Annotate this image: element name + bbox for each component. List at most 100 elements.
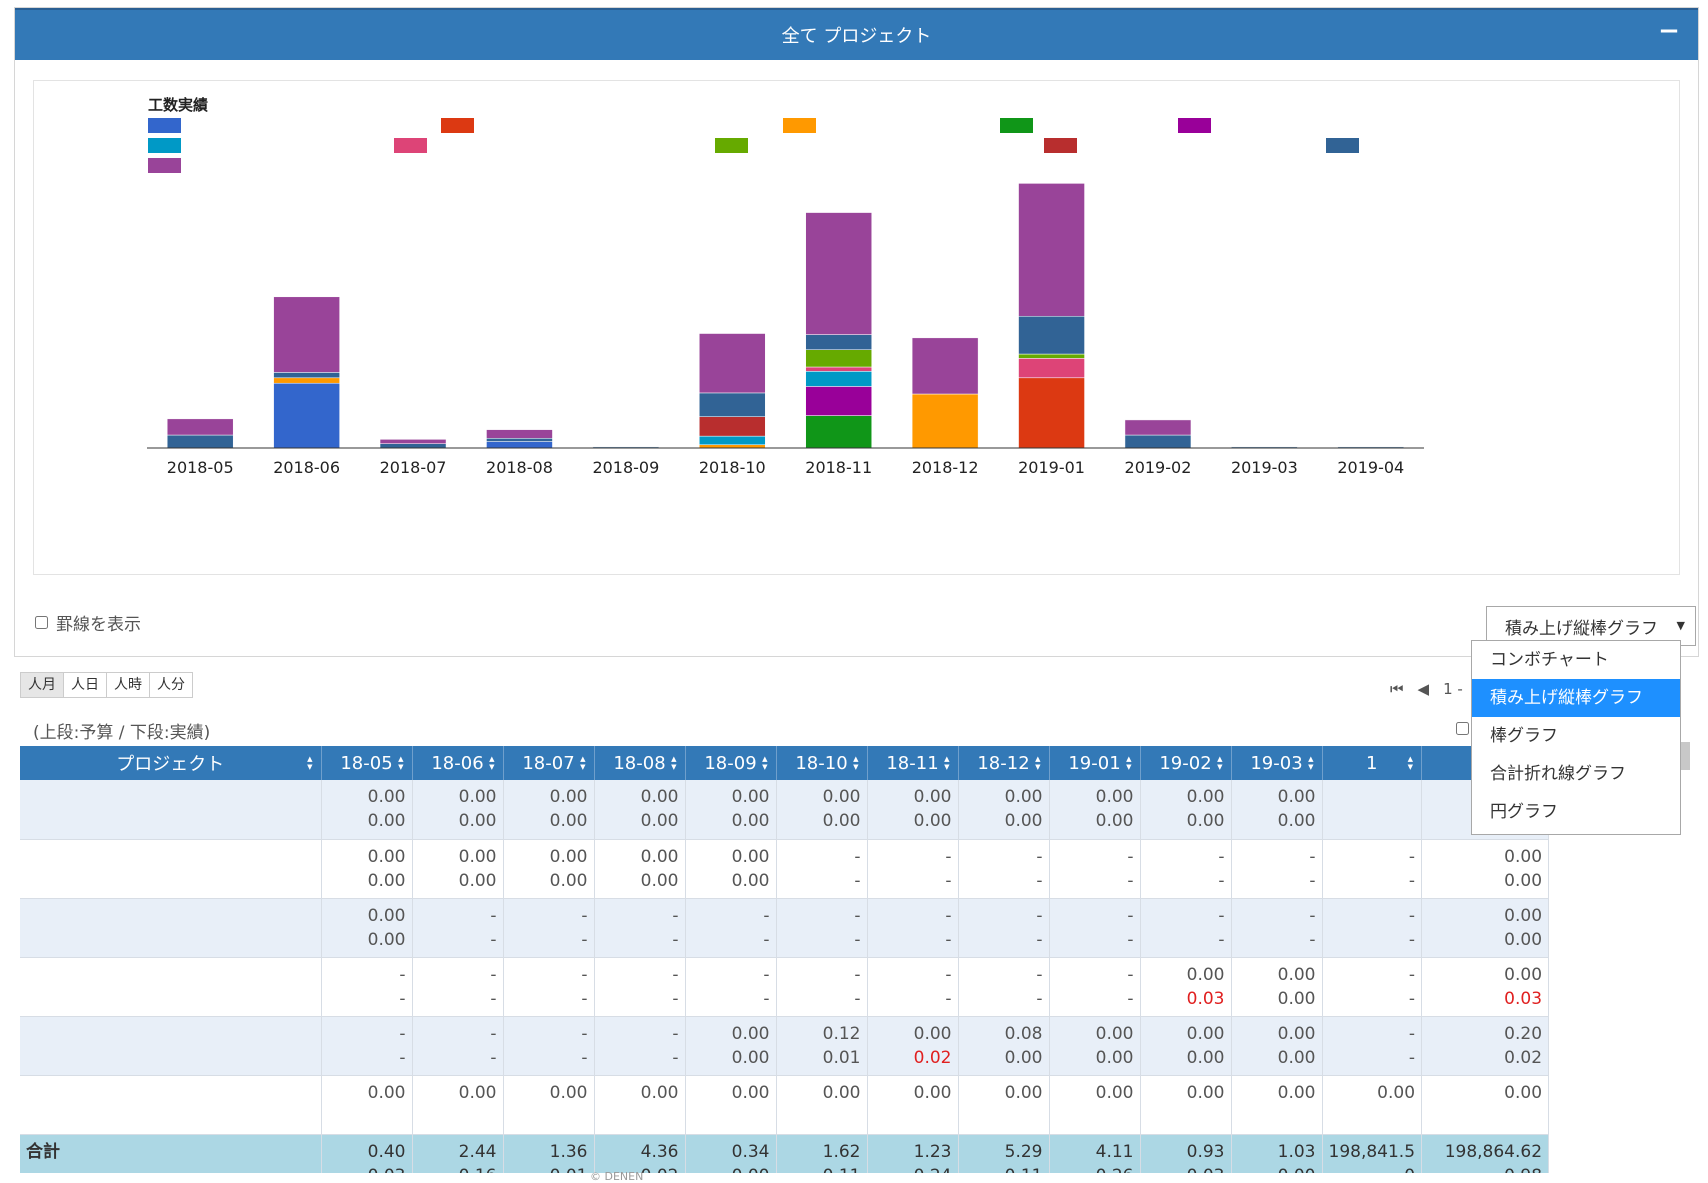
actual-value: - xyxy=(1036,988,1043,1009)
tab-person-day[interactable]: 人日 xyxy=(64,673,107,697)
budget-value: - xyxy=(854,964,861,985)
table-row[interactable]: - - - - - - - - - - - - - - - - - -0.00 0.03 0.00 0.00- -0.00… xyxy=(20,957,1550,1017)
column-checkbox[interactable] xyxy=(1456,722,1469,735)
budget-value: 2.44 xyxy=(458,1141,497,1162)
value-cell: -- xyxy=(1049,957,1141,1017)
table-row[interactable]: 0.00 0.00 0.00 0.00 0.00 0.00 0.00 0.00 0.00 0.00… xyxy=(20,780,1550,840)
budget-value: - xyxy=(1127,905,1134,926)
sort-icon[interactable]: ▲ ▼ xyxy=(398,755,404,771)
actual-value: 0.00 xyxy=(367,811,406,831)
option-stacked-bar[interactable]: 積み上げ縦棒グラフ xyxy=(1472,679,1680,717)
value-cell: 1.23 0.24 xyxy=(867,1134,959,1173)
column-header-month[interactable]: 18-08 ▲ ▼ xyxy=(594,746,686,780)
sort-icon[interactable]: ▲ ▼ xyxy=(1407,755,1414,771)
value-cell: -- xyxy=(867,898,959,958)
actual-value: 0.00 xyxy=(1004,811,1043,831)
actual-value: 0.00 xyxy=(458,811,497,831)
bar-segment xyxy=(1018,377,1085,449)
value-cell: 0.00 xyxy=(1421,1075,1550,1135)
budget-value: 0.00 xyxy=(367,1082,406,1103)
actual-value xyxy=(419,1105,497,1129)
x-tick-label: 2018-05 xyxy=(167,458,234,477)
x-tick-label: 2018-11 xyxy=(805,458,872,477)
actual-value: 0.01 xyxy=(510,1164,588,1174)
bar-segment xyxy=(273,372,340,379)
budget-value: 0.12 xyxy=(822,1023,861,1044)
panel-header: 全て プロジェクト − xyxy=(15,8,1698,60)
column-header-month[interactable]: 1 ▲ ▼ xyxy=(1322,746,1423,780)
bar-segment xyxy=(273,382,340,449)
column-header-month[interactable]: 18-10 ▲ ▼ xyxy=(776,746,868,780)
tab-person-minute[interactable]: 人分 xyxy=(150,673,192,697)
table-row[interactable]: 0.00 0.00 0.00 0.00 0.00 0.00 0.00 0.00 0.00 0.00… xyxy=(20,1075,1550,1135)
total-row[interactable]: 合計0.400.032.440.161.360.014.360.020.340.… xyxy=(20,1134,1550,1174)
grid-toggle-checkbox[interactable] xyxy=(35,616,48,629)
value-cell: -- xyxy=(867,839,959,899)
option-total-line[interactable]: 合計折れ線グラフ xyxy=(1490,764,1626,784)
tab-person-hour[interactable]: 人時 xyxy=(107,673,150,697)
sort-icon[interactable]: ▲ ▼ xyxy=(853,755,859,771)
budget-value: - xyxy=(1127,846,1134,867)
column-header-month[interactable]: 18-09 ▲ ▼ xyxy=(685,746,777,780)
sort-icon[interactable]: ▲ ▼ xyxy=(489,755,495,771)
column-header-project[interactable]: プロジェクト ▲ ▼ xyxy=(20,746,322,780)
option-pie[interactable]: 円グラフ xyxy=(1490,802,1558,822)
value-cell: -- xyxy=(1231,839,1323,899)
table-scrollbar[interactable] xyxy=(1680,742,1690,770)
bar-segment xyxy=(273,377,340,384)
tab-person-month[interactable]: 人月 xyxy=(21,673,64,697)
budget-value: 0.00 xyxy=(913,1082,952,1103)
option-bar[interactable]: 棒グラフ xyxy=(1490,726,1558,746)
actual-value: - xyxy=(763,988,770,1009)
collapse-button[interactable]: − xyxy=(1658,16,1680,46)
table-row[interactable]: - - - - - - - -0.00 0.00 0.12 0.01 0.00 0.02 0.08 0.00… xyxy=(20,1016,1550,1076)
budget-value: - xyxy=(1218,846,1225,867)
table-row[interactable]: 0.00 0.00 0.00 0.00 0.00 0.00 0.00 0.00 0.00 0.00… xyxy=(20,839,1550,899)
column-header-month[interactable]: 18-11 ▲ ▼ xyxy=(867,746,959,780)
column-header-label: 18-07 xyxy=(522,752,575,774)
budget-value: - xyxy=(490,1023,497,1044)
option-combo-chart[interactable]: コンボチャート xyxy=(1490,650,1609,670)
sort-icon[interactable]: ▲ ▼ xyxy=(1217,755,1223,771)
column-header-label: 19-03 xyxy=(1250,752,1303,774)
prev-page-icon[interactable]: ◀ xyxy=(1417,680,1430,698)
sort-icon[interactable]: ▲ ▼ xyxy=(1308,755,1314,771)
sort-icon[interactable]: ▲ ▼ xyxy=(580,755,586,771)
x-tick-label: 2019-02 xyxy=(1125,458,1192,477)
value-cell: 0.00 xyxy=(321,1075,413,1135)
value-cell: 0.00 xyxy=(503,1075,595,1135)
budget-value xyxy=(1329,785,1416,809)
sort-icon[interactable]: ▲ ▼ xyxy=(944,755,950,771)
column-header-month[interactable]: 18-06 ▲ ▼ xyxy=(412,746,504,780)
column-header-month[interactable]: 19-03 ▲ ▼ xyxy=(1231,746,1323,780)
sort-icon[interactable]: ▲ ▼ xyxy=(671,755,677,771)
column-header-month[interactable]: 18-07 ▲ ▼ xyxy=(503,746,595,780)
sort-icon[interactable]: ▲ ▼ xyxy=(1035,755,1041,771)
column-header-month[interactable]: 18-12 ▲ ▼ xyxy=(958,746,1050,780)
value-cell: -- xyxy=(867,957,959,1017)
budget-value: 0.93 xyxy=(1186,1141,1225,1162)
budget-value: 1.03 xyxy=(1277,1141,1316,1162)
budget-value: 0.00 xyxy=(1277,1082,1316,1103)
value-cell: 1.03 0.00 xyxy=(1231,1134,1323,1173)
actual-value: - xyxy=(1036,870,1043,891)
panel-title: 全て プロジェクト xyxy=(781,26,932,47)
sort-icon[interactable]: ▲ ▼ xyxy=(1126,755,1132,771)
legend-swatch xyxy=(148,158,181,173)
grid-toggle[interactable]: 罫線を表示 xyxy=(35,610,141,635)
column-header-month[interactable]: 19-02 ▲ ▼ xyxy=(1140,746,1232,780)
actual-value: 0.00 xyxy=(367,929,406,950)
bar-segment xyxy=(699,435,766,446)
value-cell: 0.00 0.00 xyxy=(412,780,504,840)
bar-segment xyxy=(486,429,553,439)
sort-icon[interactable]: ▲ ▼ xyxy=(307,755,313,771)
project-name-cell xyxy=(20,1016,322,1076)
column-header-month[interactable]: 18-05 ▲ ▼ xyxy=(321,746,413,780)
table-row[interactable]: 0.00 0.00- - - - - - - - - - - - - - - - - - - - - -0.00 0.00 xyxy=(20,898,1550,958)
column-header-month[interactable]: 19-01 ▲ ▼ xyxy=(1049,746,1141,780)
chart-type-selected: 積み上げ縦棒グラフ xyxy=(1505,618,1658,639)
chart-type-select[interactable]: 積み上げ縦棒グラフ ▼ xyxy=(1486,606,1696,646)
sort-icon[interactable]: ▲ ▼ xyxy=(762,755,768,771)
first-page-icon[interactable]: ⏮ xyxy=(1390,680,1404,698)
value-cell: 0.00 0.03 xyxy=(1140,957,1232,1017)
